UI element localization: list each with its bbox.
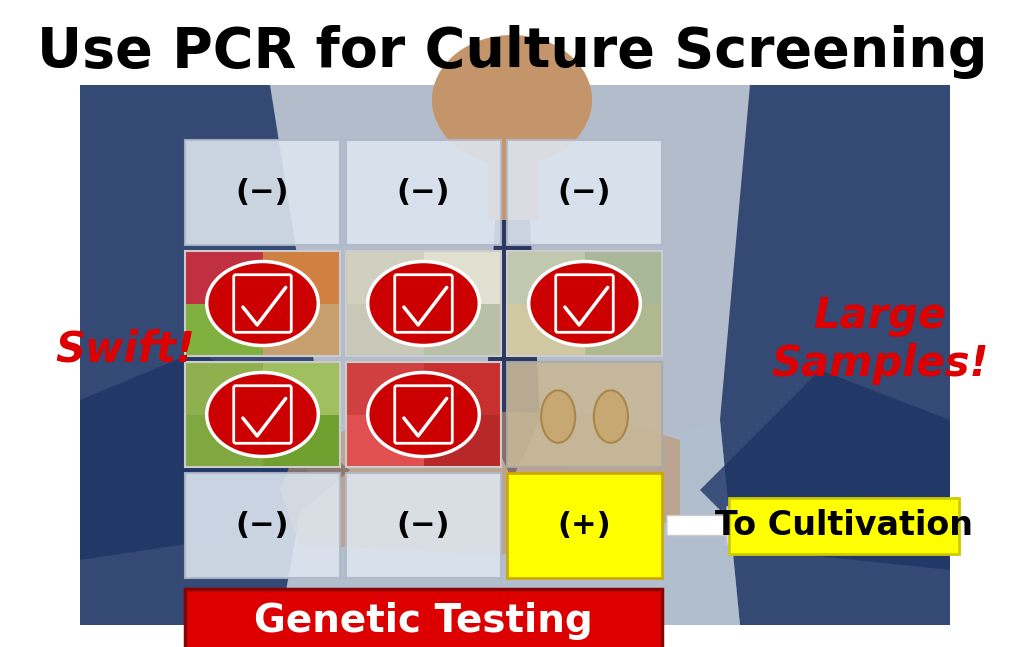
FancyBboxPatch shape <box>185 589 662 647</box>
Text: Genetic Testing: Genetic Testing <box>254 602 593 641</box>
Ellipse shape <box>594 390 628 443</box>
Text: Swift!: Swift! <box>55 329 195 371</box>
FancyBboxPatch shape <box>262 415 340 467</box>
Polygon shape <box>720 85 950 625</box>
FancyBboxPatch shape <box>346 473 501 578</box>
Ellipse shape <box>368 373 479 457</box>
FancyBboxPatch shape <box>424 303 501 356</box>
FancyBboxPatch shape <box>185 415 262 467</box>
Ellipse shape <box>207 261 318 345</box>
FancyBboxPatch shape <box>507 362 662 467</box>
FancyArrow shape <box>667 507 746 545</box>
Text: Large
Samples!: Large Samples! <box>771 294 989 386</box>
FancyBboxPatch shape <box>346 362 424 415</box>
FancyBboxPatch shape <box>585 251 662 303</box>
Text: (−): (−) <box>558 178 611 207</box>
Polygon shape <box>485 220 540 480</box>
FancyBboxPatch shape <box>262 362 340 415</box>
Polygon shape <box>700 370 950 570</box>
Text: (−): (−) <box>396 511 451 540</box>
FancyBboxPatch shape <box>729 498 959 553</box>
Ellipse shape <box>541 390 575 443</box>
Text: Use PCR for Culture Screening: Use PCR for Culture Screening <box>37 25 987 79</box>
FancyBboxPatch shape <box>80 85 950 625</box>
Ellipse shape <box>207 373 318 457</box>
FancyBboxPatch shape <box>424 362 501 415</box>
Polygon shape <box>80 350 350 560</box>
FancyBboxPatch shape <box>185 473 340 578</box>
FancyBboxPatch shape <box>507 303 585 356</box>
Ellipse shape <box>528 261 640 345</box>
FancyBboxPatch shape <box>507 473 662 578</box>
Polygon shape <box>280 400 740 625</box>
FancyBboxPatch shape <box>488 120 538 220</box>
FancyBboxPatch shape <box>185 140 340 245</box>
FancyBboxPatch shape <box>507 251 585 303</box>
Text: (+): (+) <box>558 511 611 540</box>
Text: (−): (−) <box>236 511 289 540</box>
Polygon shape <box>80 85 319 625</box>
FancyBboxPatch shape <box>185 362 262 415</box>
FancyBboxPatch shape <box>185 251 262 303</box>
FancyBboxPatch shape <box>424 415 501 467</box>
Text: (−): (−) <box>236 178 289 207</box>
Text: To Cultivation: To Cultivation <box>715 509 973 542</box>
FancyBboxPatch shape <box>346 415 424 467</box>
FancyBboxPatch shape <box>262 251 340 303</box>
FancyBboxPatch shape <box>346 140 501 245</box>
Ellipse shape <box>368 261 479 345</box>
FancyBboxPatch shape <box>585 303 662 356</box>
Ellipse shape <box>432 35 592 165</box>
FancyBboxPatch shape <box>346 303 424 356</box>
FancyBboxPatch shape <box>507 140 662 245</box>
Text: (−): (−) <box>396 178 451 207</box>
FancyBboxPatch shape <box>424 251 501 303</box>
Polygon shape <box>280 410 680 555</box>
FancyBboxPatch shape <box>346 251 424 303</box>
FancyBboxPatch shape <box>262 303 340 356</box>
FancyBboxPatch shape <box>185 303 262 356</box>
